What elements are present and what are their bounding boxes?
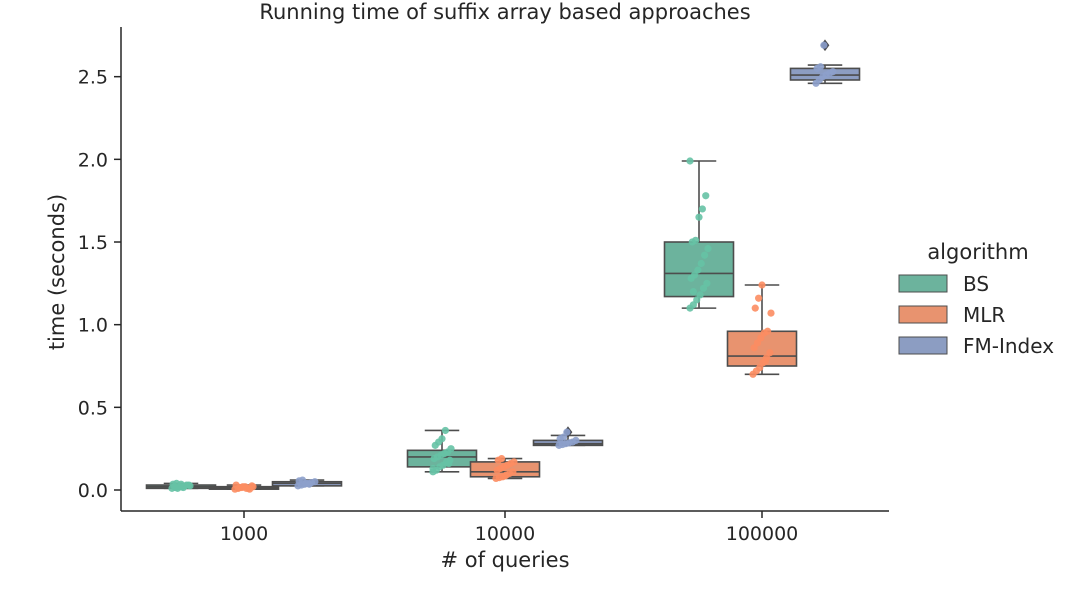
box-fm-index-10000 <box>532 426 604 449</box>
x-tick-label: 10000 <box>475 523 535 545</box>
legend-swatch-fm-index <box>898 336 948 355</box>
axes: 0.0 0.5 1.0 1.5 2.0 2.5 1000 10000 100000 <box>78 27 889 545</box>
y-tick-label: 1.0 <box>78 315 108 337</box>
data-point <box>447 445 455 453</box>
y-tick-label: 0.0 <box>78 480 108 502</box>
box-mlr-10000 <box>469 454 541 483</box>
data-point <box>177 480 185 488</box>
data-point <box>429 464 437 473</box>
data-point <box>751 304 759 312</box>
data-point <box>758 281 766 289</box>
data-point <box>509 468 517 476</box>
data-point <box>704 245 712 253</box>
y-tick-label: 1.5 <box>78 232 108 254</box>
data-point <box>695 213 703 221</box>
data-point <box>305 480 313 488</box>
data-point <box>686 157 694 165</box>
data-point <box>445 459 453 468</box>
x-tick-label: 1000 <box>220 523 268 545</box>
data-point <box>510 458 518 466</box>
data-point <box>689 288 697 296</box>
data-point <box>701 251 709 259</box>
data-point <box>441 426 449 435</box>
data-point <box>703 279 711 287</box>
data-point <box>767 309 775 317</box>
box-mlr-1000 <box>208 481 280 493</box>
legend-label-mlr: MLR <box>963 303 1005 327</box>
data-point <box>829 68 837 76</box>
data-point <box>249 483 257 491</box>
box-bs-10000 <box>406 426 478 476</box>
data-point <box>694 266 702 274</box>
data-point <box>186 482 194 490</box>
chart-title: Running time of suffix array based appro… <box>259 0 750 24</box>
data-point <box>702 192 710 200</box>
y-tick-label: 2.0 <box>78 149 108 171</box>
legend-label-fm-index: FM-Index <box>963 334 1054 358</box>
y-tick-label: 2.5 <box>78 67 108 89</box>
data-point <box>692 236 700 244</box>
data-point <box>696 291 704 299</box>
data-point <box>697 259 705 268</box>
legend-label-bs: BS <box>963 272 989 296</box>
data-point <box>563 428 571 436</box>
box-fm-index-100000 <box>789 39 861 87</box>
data-point <box>761 357 769 365</box>
box-mlr-100000 <box>726 281 798 378</box>
data-point <box>755 294 763 302</box>
legend-title: algorithm <box>927 240 1028 264</box>
box-groups <box>145 39 861 493</box>
box-bs-100000 <box>663 157 735 312</box>
y-tick-label: 0.5 <box>78 397 108 419</box>
box-fm-index-1000 <box>271 476 343 490</box>
data-point <box>311 478 319 486</box>
data-point <box>438 435 446 443</box>
data-point <box>498 454 506 463</box>
data-point <box>572 436 580 445</box>
data-point <box>698 205 706 213</box>
data-point <box>820 41 828 49</box>
data-point <box>764 327 772 335</box>
data-point <box>816 63 825 71</box>
legend-swatch-mlr <box>898 305 948 324</box>
data-point <box>766 349 774 357</box>
box-bs-1000 <box>145 479 217 492</box>
legend: algorithm BS MLR FM-Index <box>898 240 1054 358</box>
data-point <box>501 472 509 480</box>
y-axis-label: time (seconds) <box>45 194 69 350</box>
x-tick-label: 100000 <box>726 523 799 545</box>
x-axis-label: # of queries <box>440 548 569 572</box>
legend-swatch-bs <box>898 274 948 293</box>
